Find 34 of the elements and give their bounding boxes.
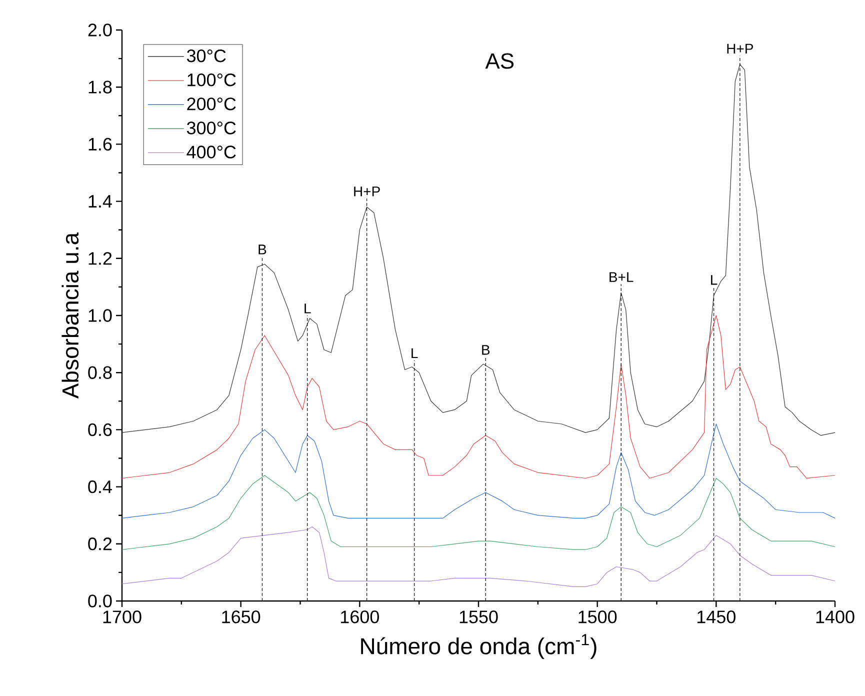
legend-label: 400°C [186,146,236,158]
legend-label: 30°C [186,49,226,62]
ref-line-label: B [258,244,266,254]
x-tick-label: 1650 [222,610,260,624]
legend-label: 100°C [188,74,236,86]
x-axis-title: Número de onda (cm$^{-1}$) [361,634,596,659]
y-tick-label: 0.0 [88,594,112,608]
ref-line-label: L [304,304,311,314]
legend-label: 200°C [187,98,236,110]
y-tick-label: 1.4 [88,195,112,208]
ref-line-label: H+P [727,44,753,54]
y-tick-label: 0.4 [88,480,112,494]
y-axis-title: Absorbancia u.a [62,232,79,399]
x-tick-label: 1500 [578,610,617,624]
y-tick-label: 0.8 [88,366,112,379]
y-tick-label: 0.2 [88,538,112,550]
ref-line-label: B [482,345,490,355]
x-tick-label: 1600 [341,610,379,624]
y-tick-label: 0.6 [88,423,112,436]
x-tick-label: 1550 [460,610,498,624]
ref-line-label: H+P [354,186,380,196]
ref-line-label: B+L [610,272,634,282]
ref-line-label: L [711,275,718,285]
x-tick-label: 1450 [698,610,736,624]
text: AS [485,53,514,69]
y-tick-label: 1.6 [88,138,112,151]
y-tick-label: 1.2 [88,252,112,265]
ref-line-label: L [412,348,418,358]
legend-label: 300°C [186,122,236,134]
x-tick-label: 1400 [816,610,854,624]
y-tick-label: 1.8 [88,80,112,94]
y-tick-label: 1.0 [88,309,112,322]
y-tick-label: 2.0 [88,24,112,36]
x-tick-label: 1700 [103,610,142,624]
